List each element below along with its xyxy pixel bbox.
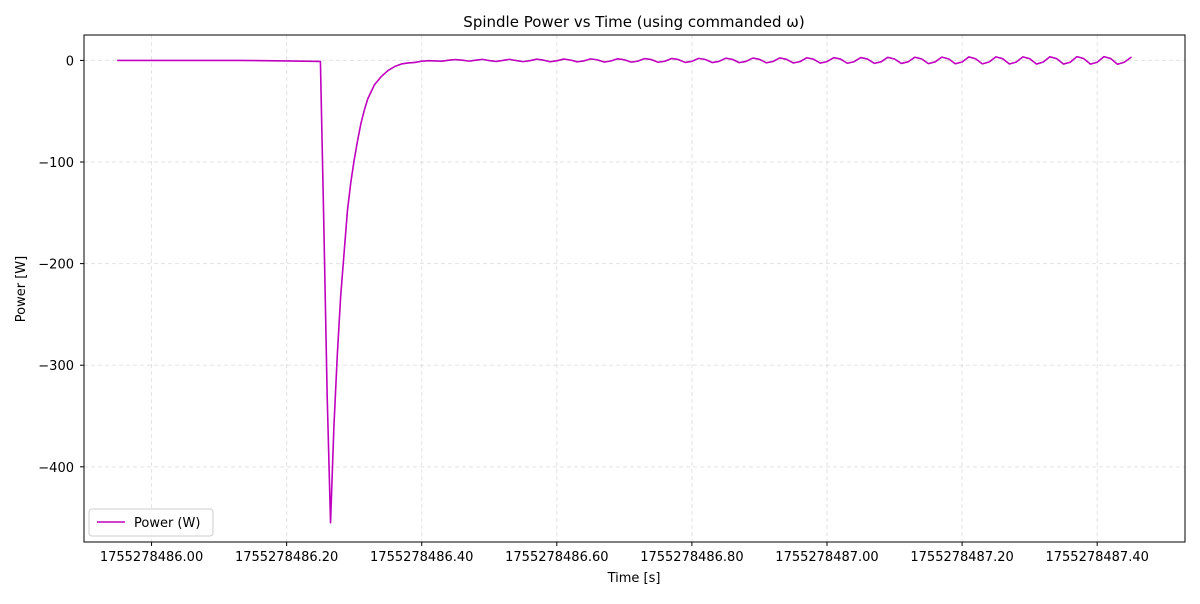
y-tick-label: −300 [38,359,74,374]
plot-area [116,55,1132,524]
y-tick-label: 0 [66,54,74,69]
grid [84,35,1185,542]
x-tick-label: 1755278487.00 [775,550,878,565]
y-axis-label: Power [W] [14,256,29,322]
x-tick-label: 1755278486.20 [235,550,338,565]
x-tick-label: 1755278486.80 [640,550,743,565]
y-tick-label: −200 [38,258,74,273]
x-tick-label: 1755278486.60 [505,550,608,565]
x-tick-label: 1755278486.40 [370,550,473,565]
x-tick-label: 1755278486.00 [100,550,203,565]
x-tick-label: 1755278487.40 [1045,550,1148,565]
chart-title: Spindle Power vs Time (using commanded ω… [463,13,804,31]
x-tick-label: 1755278487.20 [910,550,1013,565]
axes-frame [83,34,1186,543]
legend-label-power: Power (W) [134,516,200,531]
y-tick-label: −400 [38,461,74,476]
legend: Power (W) [88,508,214,537]
x-axis-ticks: 1755278486.00 1755278486.20 1755278486.40 1… [100,542,1149,565]
x-axis-label: Time [s] [607,571,661,586]
y-tick-label: −100 [38,156,74,171]
legend-box [88,508,214,537]
y-axis-ticks: 0 −100 −200 −300 −400 [38,54,84,476]
series-line-power [116,55,1132,524]
